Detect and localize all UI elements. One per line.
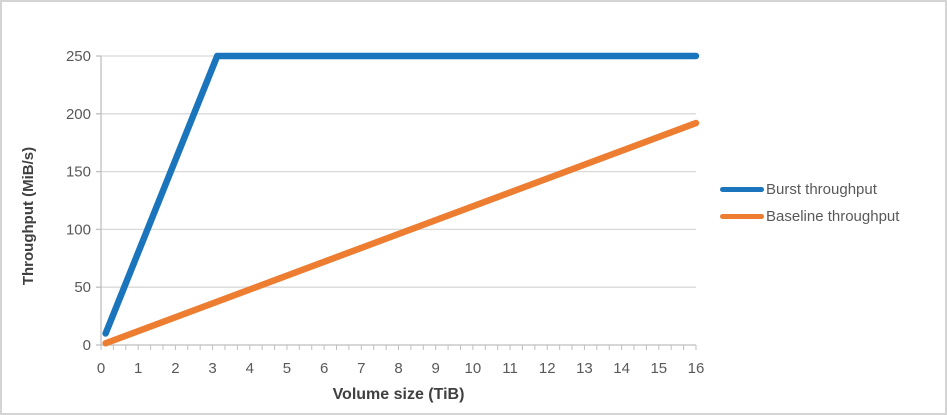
x-tick-label: 6 <box>320 360 328 377</box>
baseline-throughput-line <box>102 119 700 347</box>
x-tick-label: 16 <box>688 360 705 377</box>
x-tick-label: 12 <box>539 360 556 377</box>
y-tick-label: 150 <box>66 164 91 181</box>
x-tick-label: 9 <box>432 360 440 377</box>
x-tick-label: 13 <box>576 360 593 377</box>
x-tick-label: 1 <box>134 360 142 377</box>
x-tick-label: 15 <box>650 360 667 377</box>
y-axis-title: Throughput (MiB/s) <box>20 146 37 286</box>
x-tick-label: 3 <box>208 360 216 377</box>
baseline-line-swatch <box>720 214 764 219</box>
y-tick-label: 250 <box>66 48 91 65</box>
legend-label-burst: Burst throughput <box>766 181 877 198</box>
y-tick-label: 200 <box>66 106 91 123</box>
legend-label-baseline: Baseline throughput <box>766 208 900 225</box>
burst-throughput-line <box>102 52 700 337</box>
x-tick-label: 4 <box>246 360 254 377</box>
x-tick-label: 2 <box>171 360 179 377</box>
legend-item-burst: Burst throughput <box>720 176 899 203</box>
x-tick-label: 11 <box>502 360 518 377</box>
x-tick-label: 14 <box>613 360 630 377</box>
x-tick-label: 7 <box>357 360 365 377</box>
y-tick-label: 50 <box>74 279 91 296</box>
legend-item-baseline: Baseline throughput <box>720 203 899 230</box>
x-tick-label: 10 <box>465 360 482 377</box>
legend: Burst throughput Baseline throughput <box>720 176 899 230</box>
y-tick-label: 100 <box>66 221 91 238</box>
x-tick-label: 5 <box>283 360 291 377</box>
x-axis-title: Volume size (TiB) <box>332 386 465 403</box>
x-tick-label: 8 <box>394 360 402 377</box>
x-tick-label: 0 <box>97 360 105 377</box>
burst-line-swatch <box>720 187 764 192</box>
y-tick-label: 0 <box>83 337 91 354</box>
